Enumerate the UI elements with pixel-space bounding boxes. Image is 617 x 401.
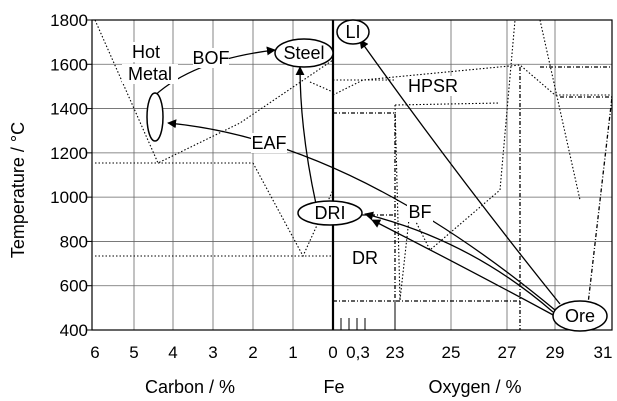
- y-tick-label: 1400: [50, 100, 88, 119]
- route-eaf: [295, 66, 317, 205]
- x-tick-label-oxygen: 31: [594, 343, 613, 362]
- annotation-eaf: EAF: [251, 133, 286, 153]
- annotation-dr: DR: [352, 248, 378, 268]
- peritectic-line: [309, 81, 334, 93]
- node-label-ore: Ore: [565, 306, 595, 326]
- y-axis-label: Temperature / °C: [8, 122, 28, 258]
- route-hpsr: [359, 39, 561, 305]
- wustite-boundary: [399, 19, 516, 301]
- x-tick-label-carbon: 1: [288, 343, 297, 362]
- dashdot-line: [333, 112, 396, 300]
- annotation-bg: [251, 133, 287, 153]
- annotation-bg: [193, 48, 229, 68]
- grid-lines: [92, 19, 612, 331]
- x-tick-label-fe: 0,3: [346, 343, 370, 362]
- x-tick-label-carbon: 5: [129, 343, 138, 362]
- y-tick-label: 1800: [50, 11, 88, 30]
- process-routes: [149, 39, 561, 317]
- annotation-bg: [407, 202, 433, 222]
- node-label-dri: DRI: [315, 203, 346, 223]
- x-axis-label-carbon: Carbon / %: [145, 377, 235, 397]
- route-dr-secondary: [371, 219, 556, 317]
- node-li: [336, 19, 370, 45]
- x-tick-label-carbon: 6: [90, 343, 99, 362]
- x-tick-label-carbon: 2: [248, 343, 257, 362]
- x-tick-label-oxygen: 25: [442, 343, 461, 362]
- node-label-li: LI: [345, 22, 360, 42]
- annotation-bf: BF: [408, 202, 431, 222]
- node-hot_metal: [146, 92, 164, 142]
- axis-ticks: 400 600 800 1000 1200 1400 1600 1800 6 5 4 3 2 1 0 0,3 2…: [50, 11, 612, 362]
- annotation-bg: [122, 64, 178, 84]
- x-tick-label-carbon: 0: [328, 343, 337, 362]
- node-steel: [274, 38, 334, 68]
- x-tick-label-carbon: 4: [168, 343, 177, 362]
- node-dri: [297, 200, 363, 226]
- phase-boundaries: [94, 19, 613, 331]
- route-bf: [167, 119, 556, 311]
- x-tick-label-carbon: 3: [208, 343, 217, 362]
- x-axis-label-fe: Fe: [323, 377, 344, 397]
- annotation-bg: [128, 42, 164, 62]
- annotation-hot: Hot: [132, 42, 160, 62]
- annotation-metal: Metal: [128, 64, 172, 84]
- annotation-bg: [410, 76, 456, 96]
- liquidus-carbon: [94, 19, 334, 164]
- annotation-hpsr: HPSR: [408, 76, 458, 96]
- y-tick-label: 600: [60, 277, 88, 296]
- y-tick-label: 1200: [50, 144, 88, 163]
- y-tick-label: 400: [60, 321, 88, 340]
- x-tick-label-oxygen: 23: [386, 343, 405, 362]
- x-tick-label-oxygen: 29: [546, 343, 565, 362]
- process-nodes: Steel LI DRI Ore: [146, 19, 608, 332]
- y-tick-label: 1600: [50, 55, 88, 74]
- oxygen-line-3: [394, 104, 401, 301]
- y-tick-label: 800: [60, 232, 88, 251]
- route-dr: [364, 211, 554, 313]
- oxygen-line-2: [394, 102, 501, 106]
- magnetite-boundary: [539, 19, 581, 201]
- dashdot-line: [560, 96, 613, 331]
- node-ore: [552, 300, 608, 332]
- oxygen-liquidus: [332, 64, 612, 96]
- node-label-steel: Steel: [283, 43, 324, 63]
- annotation-bof: BOF: [192, 48, 229, 68]
- annotation-bg: [352, 248, 378, 268]
- y-tick-label: 1000: [50, 188, 88, 207]
- x-tick-label-oxygen: 27: [498, 343, 517, 362]
- x-axis-label-oxygen: Oxygen / %: [428, 377, 521, 397]
